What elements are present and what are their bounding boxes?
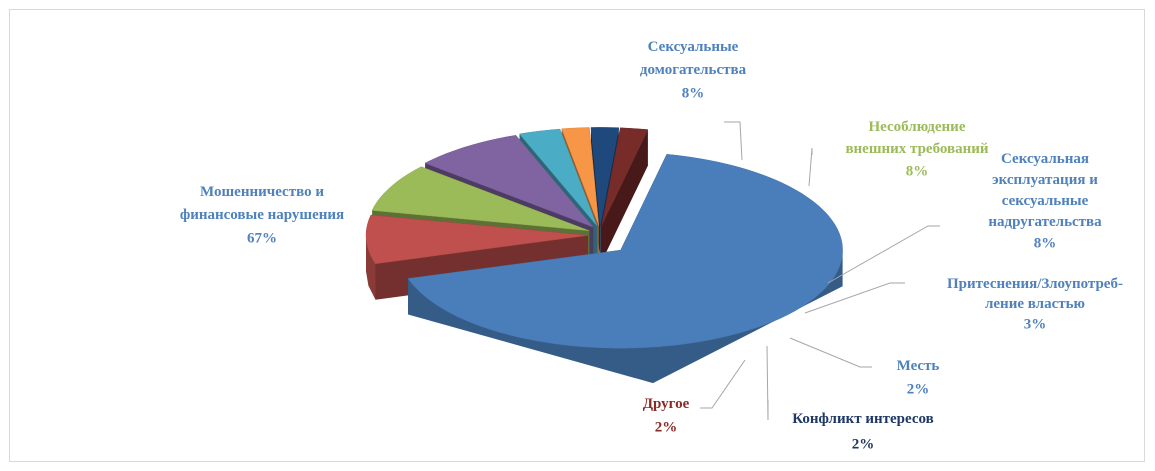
category-label: Сексуальная эксплуатация и сексуальные надр…: [988, 151, 1102, 230]
leader-line: [827, 225, 940, 284]
value-label: 8%: [682, 85, 705, 101]
slice: [371, 166, 590, 231]
category-label: Несоблюдение внешних требований: [845, 119, 988, 157]
slice-side: [408, 250, 843, 384]
slice: [424, 135, 594, 228]
category-label: Месть: [897, 358, 940, 374]
slice: [601, 127, 649, 226]
leader-line: [808, 147, 813, 187]
category-label: Притеснения/Злоупотреб-ление властью: [947, 276, 1123, 312]
leader-line: [766, 345, 769, 421]
category-label: Конфликт интересов: [792, 411, 933, 427]
value-label: 67%: [247, 230, 277, 246]
category-label: Мошенничество и финансовые нарушения: [180, 184, 344, 223]
leader-line: [804, 282, 905, 314]
slice-tops: [365, 127, 843, 349]
slice-side: [366, 235, 376, 300]
category-label: Сексуальные домогательства: [640, 39, 747, 78]
value-label: 8%: [1034, 235, 1057, 251]
value-label: 3%: [1024, 316, 1047, 332]
slice: [365, 214, 589, 264]
slice-radial-wall: [601, 129, 648, 262]
leader-line: [789, 337, 872, 368]
category-label: Другое: [643, 396, 690, 412]
slice: [590, 127, 620, 226]
value-label: 8%: [906, 163, 929, 179]
slice: [407, 154, 843, 349]
value-label: 2%: [852, 436, 875, 452]
slice: [561, 127, 599, 226]
value-label: 2%: [655, 419, 678, 435]
leader-line: [724, 121, 743, 161]
slice: [519, 128, 598, 226]
leader-line: [700, 359, 746, 409]
value-label: 2%: [907, 381, 930, 397]
